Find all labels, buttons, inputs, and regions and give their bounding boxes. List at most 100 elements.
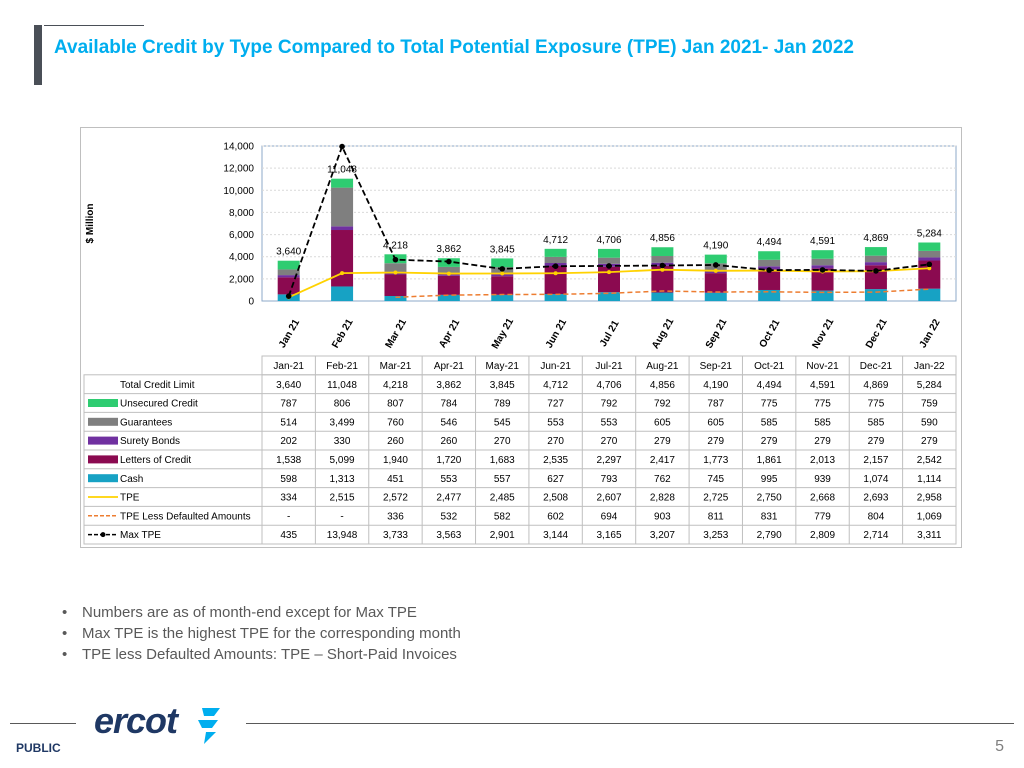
x-tick-label: Apr 21 xyxy=(437,317,462,350)
bar-cash xyxy=(384,296,407,301)
bar-guarantees xyxy=(758,259,781,267)
table-cell: 605 xyxy=(654,417,671,428)
table-cell: 762 xyxy=(654,474,671,485)
x-tick-label: Sep 21 xyxy=(704,317,730,351)
table-cell: 3,207 xyxy=(650,530,675,541)
table-cell: 1,683 xyxy=(490,455,515,466)
table-cell: 585 xyxy=(868,417,885,428)
table-cell: 792 xyxy=(601,399,618,410)
max-tpe-point xyxy=(712,262,719,268)
table-cell: 279 xyxy=(707,436,724,447)
x-tick-label: Jan 22 xyxy=(918,317,943,350)
bar-guarantees xyxy=(384,263,407,272)
bar-cash xyxy=(491,294,514,301)
legend-key-cash xyxy=(88,474,118,483)
bar-loc xyxy=(491,276,514,295)
bar-loc xyxy=(277,277,300,295)
x-tick-label: Jul 21 xyxy=(598,318,622,348)
table-cell: 514 xyxy=(280,417,297,428)
table-cell: 2,958 xyxy=(917,493,942,504)
bar-surety xyxy=(331,226,354,231)
max-tpe-point xyxy=(766,267,772,273)
table-cell: 3,862 xyxy=(436,380,461,391)
table-cell: 787 xyxy=(707,399,724,410)
bar-cash xyxy=(651,292,674,301)
table-cell: 3,733 xyxy=(383,530,408,541)
note-item: Numbers are as of month-end except for M… xyxy=(62,602,461,623)
table-cell: 4,869 xyxy=(863,380,888,391)
table-cell: 939 xyxy=(814,474,831,485)
bolt-icon xyxy=(198,708,220,744)
table-header-cell: Sep-21 xyxy=(700,361,733,372)
bar-guarantees xyxy=(331,187,354,227)
table-cell: 4,712 xyxy=(543,380,568,391)
bar-guarantees xyxy=(544,256,567,264)
tpe-point xyxy=(393,270,398,275)
table-header-cell: Dec-21 xyxy=(860,361,893,372)
total-data-label: 4,712 xyxy=(543,235,568,246)
bar-unsecured xyxy=(331,178,354,188)
bar-unsecured xyxy=(491,258,514,268)
table-header-cell: Jul-21 xyxy=(595,361,623,372)
table-cell: 1,538 xyxy=(276,455,301,466)
table-cell: 1,074 xyxy=(863,474,888,485)
x-tick-label: Jan 21 xyxy=(277,317,302,350)
table-cell: 545 xyxy=(494,417,511,428)
bar-guarantees xyxy=(811,258,834,266)
footer-label: PUBLIC xyxy=(16,741,61,755)
x-tick-label: Oct 21 xyxy=(758,317,783,349)
max-tpe-point xyxy=(552,263,559,269)
y-tick-label: 4,000 xyxy=(229,252,254,263)
bar-unsecured xyxy=(758,251,781,260)
table-cell: 279 xyxy=(868,436,885,447)
table-cell: 759 xyxy=(921,399,938,410)
bar-unsecured xyxy=(598,248,620,258)
table-cell: 270 xyxy=(547,436,564,447)
table-cell: 279 xyxy=(654,436,671,447)
total-data-label: 5,284 xyxy=(917,228,942,239)
table-cell: - xyxy=(287,511,290,522)
max-tpe-point xyxy=(819,267,826,273)
table-cell: 2,750 xyxy=(757,493,782,504)
total-data-label: 3,640 xyxy=(276,247,301,258)
table-cell: 3,144 xyxy=(543,530,568,541)
table-cell: 202 xyxy=(280,436,297,447)
tpe-point xyxy=(553,271,558,276)
x-tick-label: Dec 21 xyxy=(864,317,890,351)
table-cell: 627 xyxy=(547,474,564,485)
bar-guarantees xyxy=(277,269,300,276)
table-header-cell: May-21 xyxy=(486,361,520,372)
notes-list: Numbers are as of month-end except for M… xyxy=(62,602,461,665)
credit-chart: 0 2,000 4,000 6,000 8,000 10,000 12,000 14,000 $… xyxy=(83,142,957,545)
table-cell: 2,607 xyxy=(596,493,621,504)
table-cell: 3,563 xyxy=(436,530,461,541)
table-cell: 2,790 xyxy=(757,530,782,541)
table-cell: 784 xyxy=(441,399,458,410)
bar-guarantees xyxy=(598,257,620,264)
max-tpe-point xyxy=(659,262,666,269)
bar-unsecured xyxy=(811,250,834,259)
total-data-label: 3,845 xyxy=(490,244,515,255)
table-cell: 2,508 xyxy=(543,493,568,504)
legend-key-surety xyxy=(88,436,118,445)
table-cell: 804 xyxy=(868,511,885,522)
table-cell: 270 xyxy=(494,436,511,447)
table-header-cell: Jun-21 xyxy=(540,361,571,372)
table-header-cell: Nov-21 xyxy=(806,361,839,372)
x-tick-label: Feb 21 xyxy=(330,317,356,350)
table-cell: 585 xyxy=(814,417,831,428)
table-cell: 553 xyxy=(547,417,564,428)
bar-cash xyxy=(918,288,941,301)
footer-divider-right xyxy=(246,723,1014,724)
table-cell: 807 xyxy=(387,399,404,410)
y-tick-label: 12,000 xyxy=(223,164,254,175)
legend-key-loc xyxy=(88,455,118,464)
bar-loc xyxy=(331,230,354,287)
total-data-label: 4,591 xyxy=(810,236,835,247)
table-cell: 260 xyxy=(441,436,458,447)
table-cell: 745 xyxy=(707,474,724,485)
table-row-label: Guarantees xyxy=(120,417,172,428)
table-cell: 605 xyxy=(707,417,724,428)
page-number: 5 xyxy=(995,738,1004,755)
tpe-point xyxy=(500,271,505,276)
